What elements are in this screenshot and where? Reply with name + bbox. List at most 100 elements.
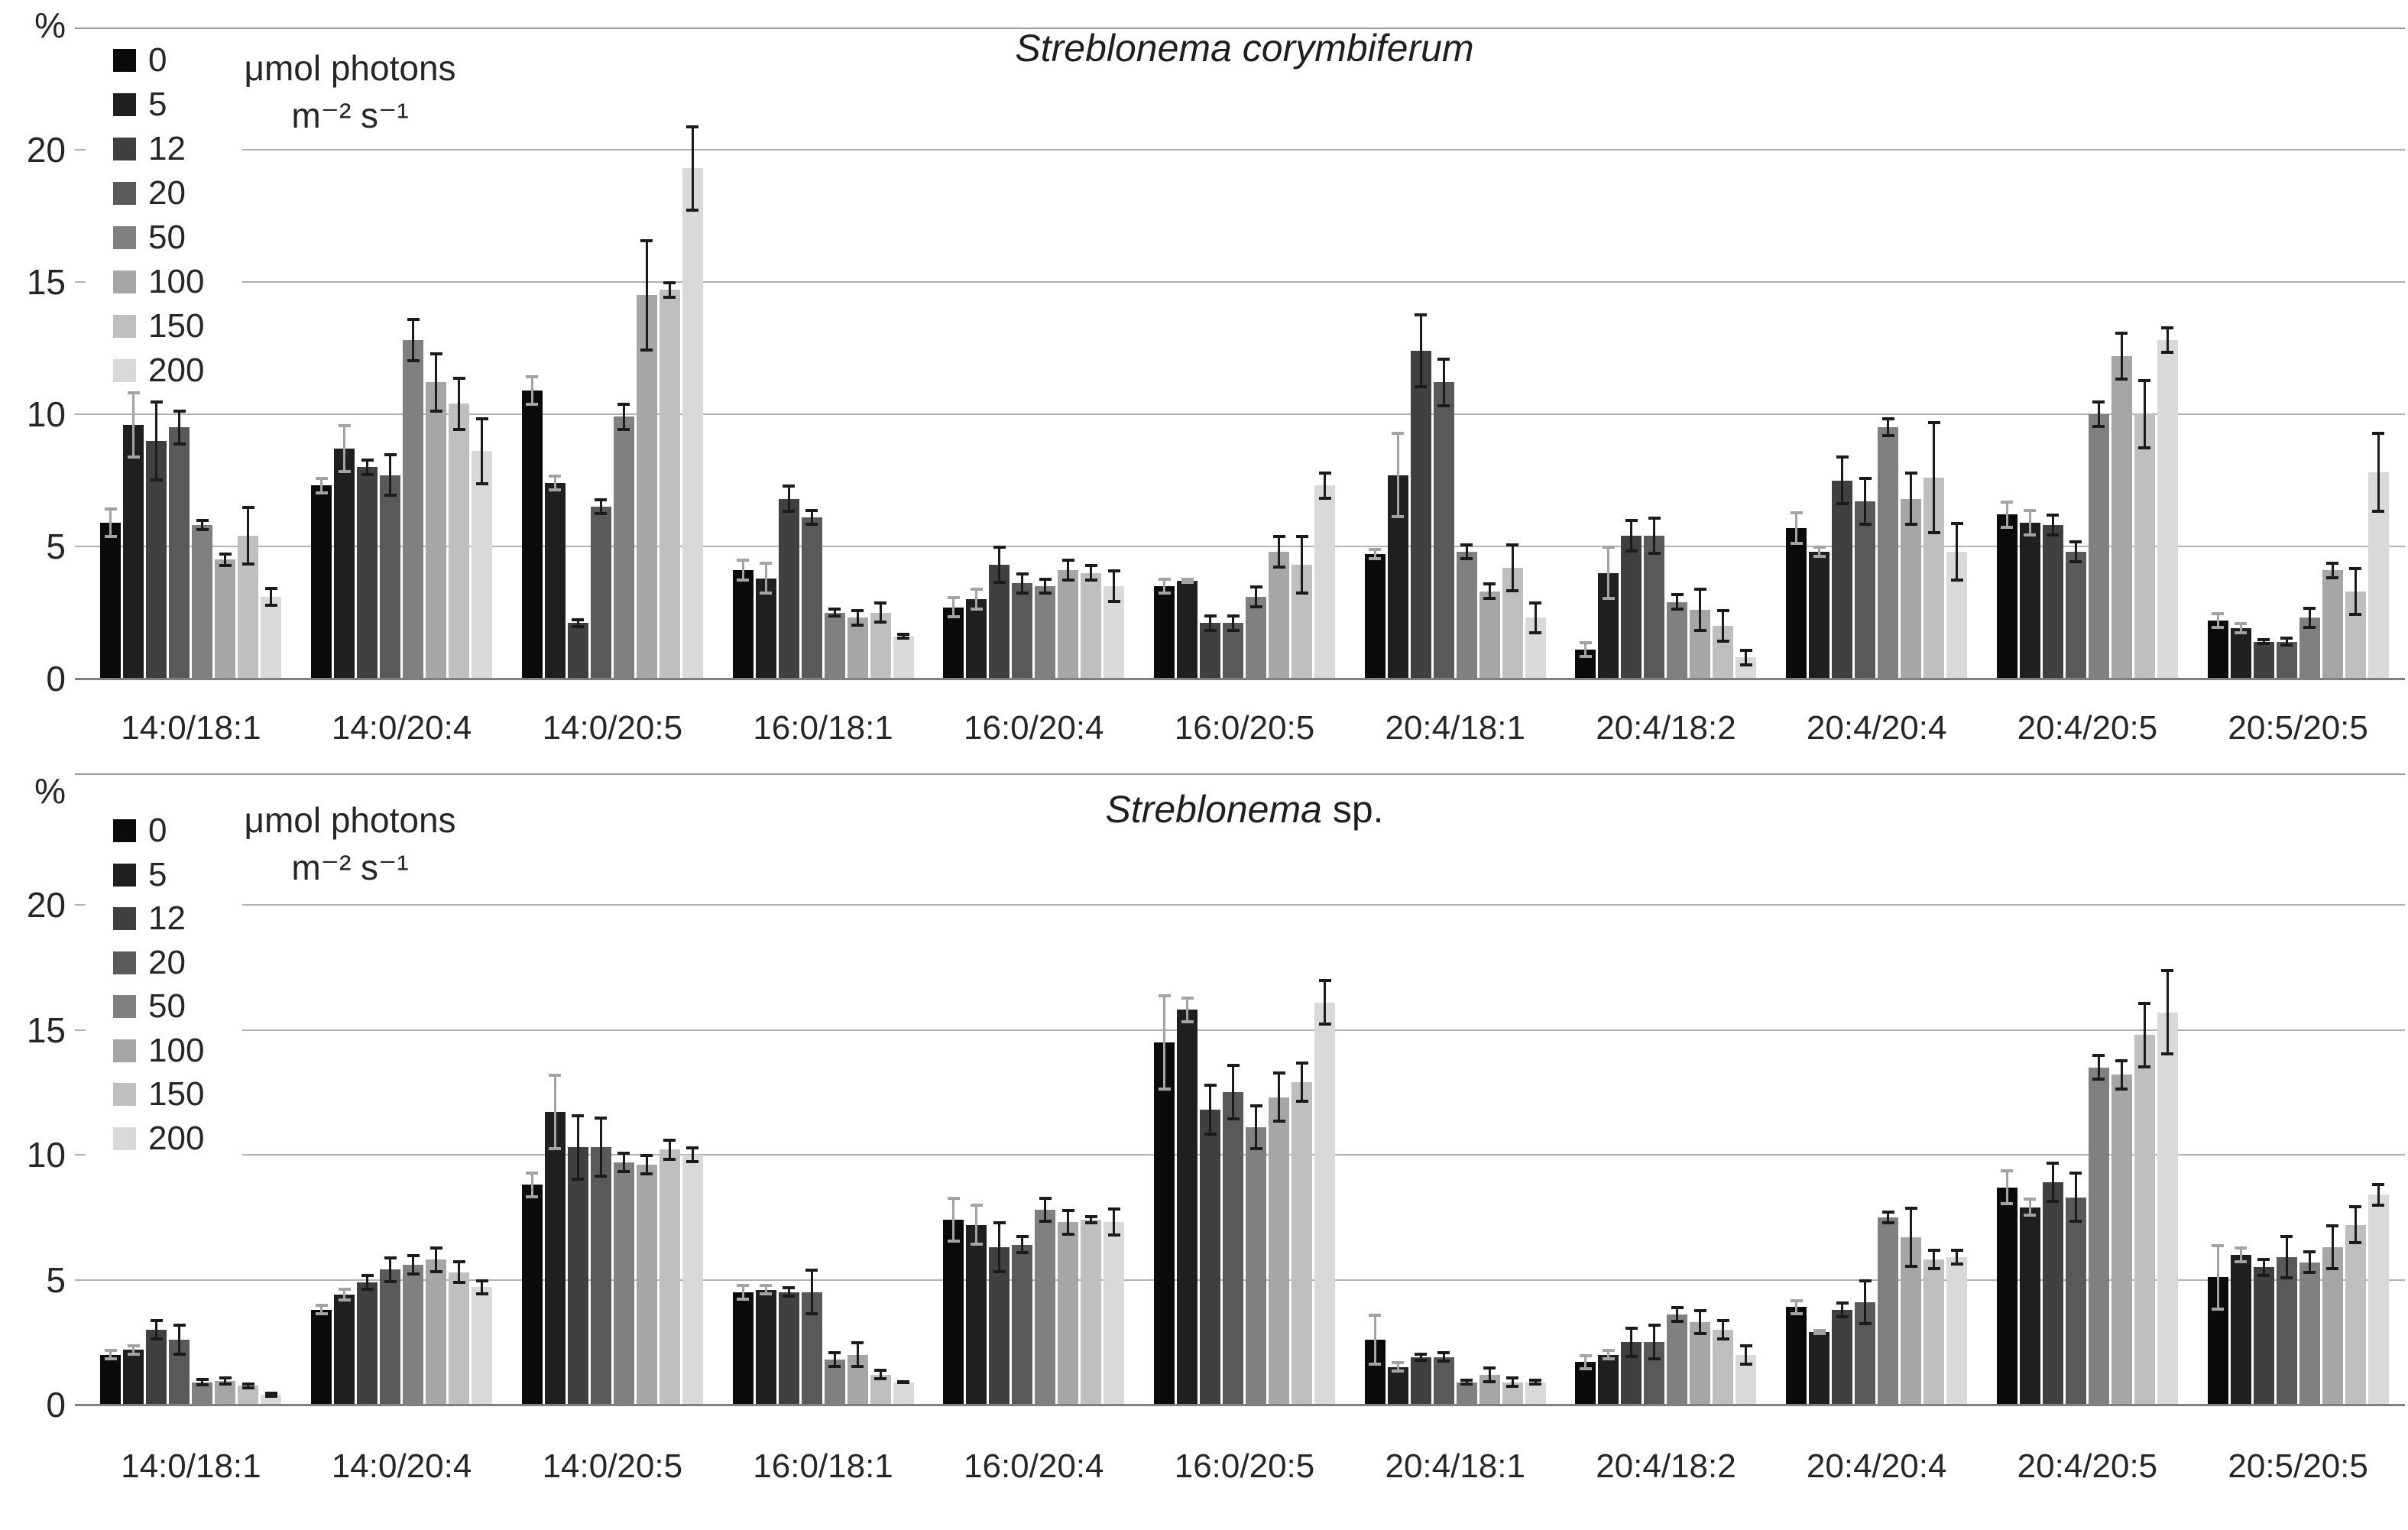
bar-20:4/20:5-150 [2134,1035,2155,1405]
error-bar-cap-bottom [1927,530,1940,534]
error-bar-line [599,1117,602,1178]
error-bar-cap-bottom [947,1240,960,1243]
error-bar-line [2262,639,2265,644]
x-category-label: 20:4/18:1 [1385,1447,1525,1485]
error-bar-line [270,1392,273,1398]
bar-14:0/20:5-150 [659,290,680,679]
error-bar-cap-bottom [1369,1362,1382,1366]
error-bar-cap-top [1859,477,1872,481]
bar-16:0/20:4-0 [943,607,964,679]
bar-20:4/18:1-12 [1410,1357,1431,1405]
error-bar-cap-bottom [2303,1271,2316,1275]
error-bar-cap-top [127,1344,140,1347]
error-bar-cap-top [1227,1064,1240,1068]
error-bar-line [998,1222,1001,1272]
error-bar-cap-top [1602,1349,1615,1353]
gridline-15 [75,1029,2405,1031]
bar-20:5/20:5-20 [2276,641,2297,679]
bar-16:0/20:5-50 [1246,596,1267,679]
error-bar-line [1653,517,1656,555]
error-bar-line [1442,358,1445,407]
bar-14:0/18:1-12 [146,1329,167,1405]
error-bar-line [435,353,438,412]
bar-20:4/20:4-0 [1786,1307,1807,1405]
legend-label: 0 [148,41,167,79]
error-bar-cap-bottom [617,427,630,431]
bar-16:0/18:1-20 [801,517,822,679]
error-bar-line [1511,1377,1514,1388]
error-bar-cap-bottom [1671,608,1684,611]
error-bar-cap-top [264,586,277,590]
error-bar-cap-top [2001,1169,2014,1172]
legend-background [86,29,242,391]
error-bar-line [2051,1162,2054,1203]
error-bar-cap-bottom [1881,434,1894,438]
y-tick-label: 0 [46,659,66,699]
error-bar-cap-top [1483,582,1496,586]
error-bar-cap-top [874,601,887,605]
error-bar-cap-top [993,1221,1006,1225]
error-bar-line [1396,433,1399,517]
error-bar-line [389,453,392,497]
legend-item-200: 200 [113,1120,235,1158]
legend-item-150: 150 [113,307,235,345]
bar-20:5/20:5-200 [2367,1195,2389,1405]
error-bar-line [2074,1172,2077,1223]
error-bar-cap-top [1904,1206,1917,1210]
error-bar-cap-bottom [2326,575,2339,579]
y-tick-label: 5 [46,527,66,566]
error-bar-cap-top [1249,1104,1262,1107]
error-bar-cap-top [851,609,864,613]
bar-14:0/20:4-50 [403,340,424,679]
error-bar-cap-bottom [874,1377,887,1381]
error-bar-cap-bottom [407,1272,420,1276]
gridline-20 [75,149,2405,151]
error-bar-cap-bottom [2138,446,2151,449]
error-bar-cap-top [2280,637,2293,640]
error-bar-cap-bottom [2092,425,2105,429]
error-bar-cap-top [617,403,630,407]
bar-14:0/20:4-100 [426,1259,447,1405]
error-bar-cap-top [1950,1249,1963,1253]
error-bar-line [741,559,744,581]
bar-20:4/20:5-5 [2019,522,2040,679]
bar-14:0/20:5-0 [521,1185,543,1405]
error-bar-cap-top [947,595,960,599]
bar-20:5/20:5-100 [2322,570,2343,679]
error-bar-cap-top [1836,455,1849,459]
error-bar-cap-bottom [1904,1265,1917,1269]
error-bar-line [155,1319,158,1340]
error-bar-cap-bottom [196,1383,209,1387]
legend-item-100: 100 [113,1032,235,1070]
legend-item-12: 12 [113,130,235,168]
error-bar-line [2285,637,2288,646]
error-bar-line [2331,562,2334,579]
error-bar-cap-top [572,1113,585,1117]
bar-20:4/20:5-100 [2111,1075,2132,1405]
legend-unit-line1: μmol photons [244,48,456,88]
error-bar-cap-bottom [1460,1382,1473,1386]
error-bar-cap-bottom [1950,1262,1963,1266]
error-bar-line [1465,1379,1468,1385]
error-bar-cap-top [2212,611,2225,615]
error-bar-cap-top [2092,400,2105,404]
error-bar-line [412,319,415,361]
error-bar-cap-top [1790,511,1803,515]
error-bar-cap-bottom [663,295,676,299]
error-bar-cap-bottom [1084,578,1097,582]
x-category-label: 14:0/20:4 [331,709,472,747]
error-bar-cap-top [737,1284,750,1288]
error-bar-line [1396,1362,1399,1373]
error-bar-cap-bottom [1016,592,1029,595]
error-bar-line [366,459,369,475]
error-bar-line [132,1344,135,1355]
error-bar-line [764,1285,767,1295]
error-bar-line [1301,1062,1304,1103]
error-bar-cap-bottom [783,510,796,514]
error-bar-line [1209,614,1212,631]
legend-swatch [113,907,136,930]
error-bar-cap-top [1415,1352,1428,1356]
error-bar-cap-bottom [2303,626,2316,630]
x-category-label: 20:4/18:2 [1596,1447,1736,1485]
error-bar-line [320,1305,323,1315]
